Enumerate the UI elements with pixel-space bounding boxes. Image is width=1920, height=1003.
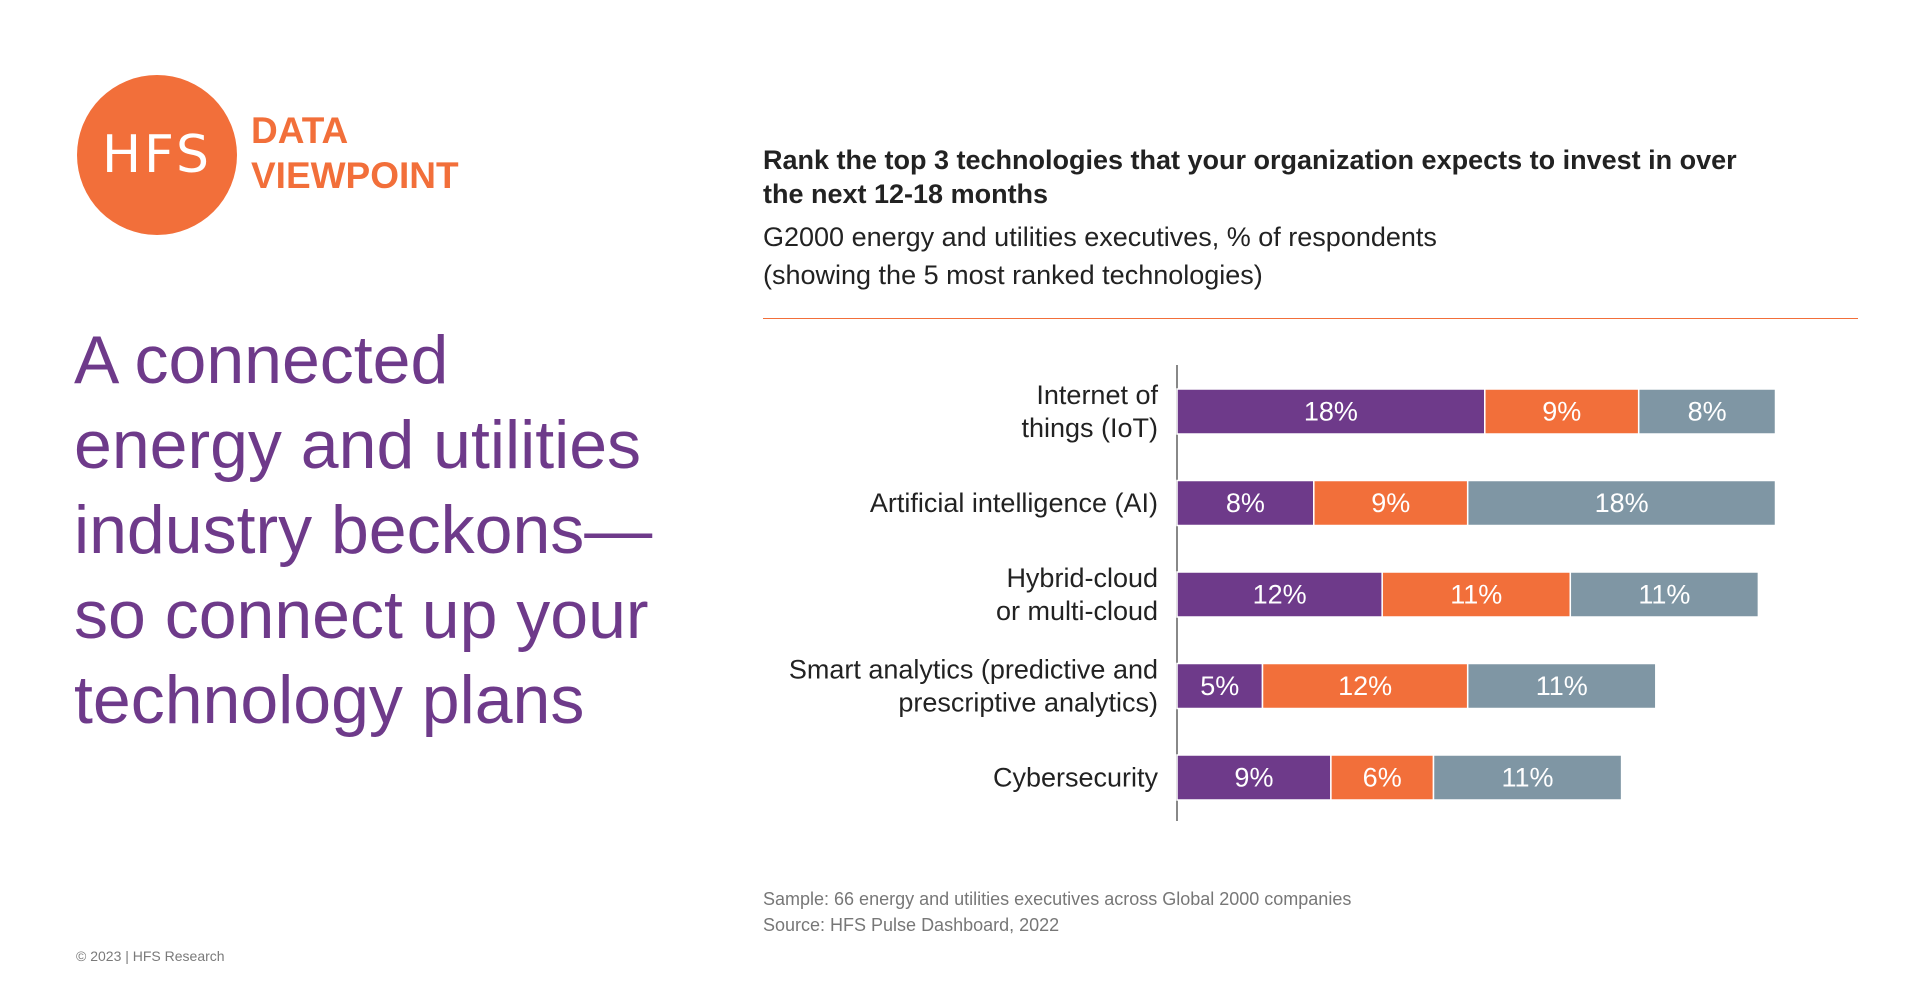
category-label: things (IoT) [1021,413,1158,443]
category-label: Internet of [1036,380,1158,410]
footnote: Sample: 66 energy and utilities executiv… [763,886,1351,938]
bar-segment [1432,754,1623,801]
category-label: Artificial intelligence (AI) [870,488,1158,518]
bar-value-label: 9% [1234,763,1273,793]
headline: A connected energy and utilities industr… [74,322,653,738]
footnote-sample: Sample: 66 energy and utilities executiv… [763,889,1352,909]
bar-segment [1176,754,1332,801]
divider [763,318,1858,319]
copyright: © 2023 | HFS Research [76,948,225,964]
category-label: prescriptive analytics) [898,688,1158,718]
bar-value-label: 18% [1595,488,1649,518]
category-label: Hybrid-cloud [1006,563,1158,593]
footnote-source: Source: HFS Pulse Dashboard, 2022 [763,915,1060,935]
bar-segment [1569,571,1760,618]
bar-value-label: 11% [1536,671,1588,701]
bar-segment [1176,571,1383,618]
bar-value-label: 6% [1363,763,1402,793]
bar-value-label: 12% [1253,580,1307,610]
category-label: Smart analytics (predictive and [789,655,1158,685]
bar-value-label: 8% [1226,488,1265,518]
bar-segment [1381,571,1572,618]
bar-segment [1176,388,1486,435]
bar-value-label: 11% [1502,763,1554,793]
bar-segment [1466,662,1657,710]
bar-value-label: 18% [1304,397,1358,427]
bar-segment [1330,754,1435,801]
logo-text: HFS [101,125,213,185]
bar-segment [1466,479,1777,527]
hfs-logo: HFS [77,75,237,235]
chart-subtitle-2: (showing the 5 most ranked technologies) [763,260,1263,290]
bar-value-label: 9% [1542,397,1581,427]
logo-tagline-line2: VIEWPOINT [251,155,459,196]
bar-segment [1176,479,1315,527]
bar-value-label: 12% [1338,671,1392,701]
bar-value-label: 5% [1200,671,1239,701]
bar-segment [1637,388,1777,435]
bar-value-label: 9% [1371,488,1410,518]
logo-tagline: DATA VIEWPOINT [251,108,459,198]
bar-segment [1176,662,1264,710]
bar-value-label: 11% [1450,580,1502,610]
chart-title: Rank the top 3 technologies that your or… [763,145,1737,209]
logo-tagline-line1: DATA [251,110,349,151]
bar-segment [1313,479,1469,527]
bar-segment [1484,388,1640,435]
category-label: or multi-cloud [996,596,1158,626]
chart-subtitle-1: G2000 energy and utilities executives, %… [763,222,1437,252]
category-label: Cybersecurity [993,763,1159,793]
bar-value-label: 8% [1688,397,1727,427]
bar-value-label: 11% [1638,580,1690,610]
